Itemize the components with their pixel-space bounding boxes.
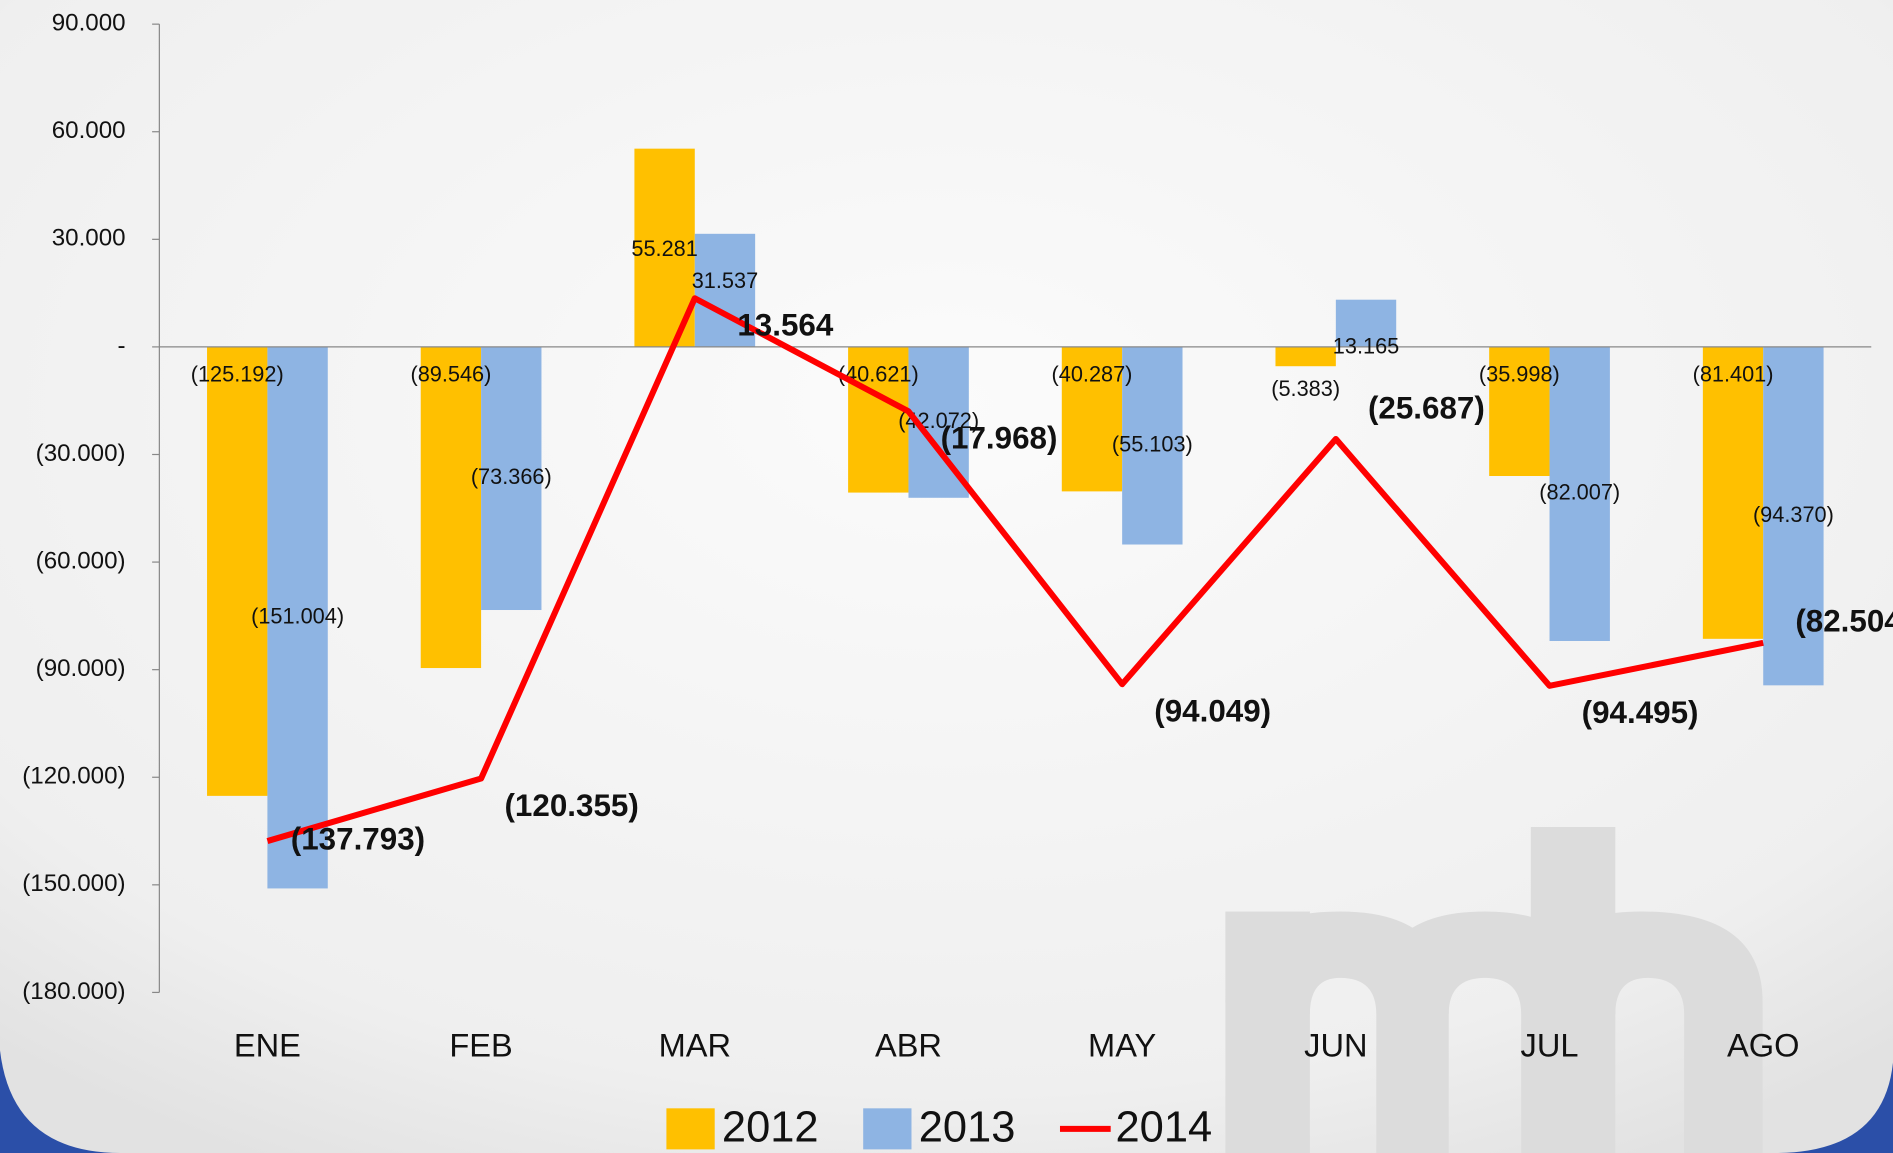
y-tick-label: (150.000) — [22, 870, 125, 897]
data-label: 55.281 — [631, 236, 697, 261]
bar — [1549, 346, 1610, 642]
data-label: (5.383) — [1271, 376, 1340, 401]
bar — [1335, 299, 1397, 347]
y-tick-label: 30.000 — [52, 225, 126, 252]
bar — [207, 346, 268, 796]
data-label: (55.103) — [1112, 431, 1193, 456]
line-label: (25.687) — [1368, 390, 1485, 425]
data-label: (89.546) — [410, 362, 491, 387]
data-label: 31.537 — [692, 268, 758, 293]
data-label: (151.004) — [251, 603, 344, 628]
data-label: (40.287) — [1052, 362, 1133, 387]
y-tick-label: 60.000 — [52, 117, 126, 144]
x-tick-label: AGO — [1727, 1027, 1799, 1064]
bar — [1702, 346, 1764, 639]
x-tick-label: FEB — [449, 1027, 512, 1064]
line-label: (82.504) — [1795, 604, 1893, 639]
bar — [1061, 346, 1123, 492]
y-tick-label: 90.000 — [52, 10, 126, 37]
y-tick-label: (30.000) — [36, 440, 126, 467]
data-label: (125.192) — [191, 362, 284, 387]
line-label: (137.793) — [291, 821, 425, 856]
legend-label: 2012 — [722, 1104, 819, 1152]
legend-label: 2013 — [919, 1104, 1016, 1152]
line-label: (94.495) — [1582, 695, 1699, 730]
y-tick-label: - — [118, 332, 126, 359]
line-label: (120.355) — [504, 788, 638, 823]
y-tick-label: (120.000) — [22, 763, 125, 790]
bar — [1763, 346, 1824, 686]
bar — [1275, 346, 1336, 367]
y-tick-label: (90.000) — [36, 655, 126, 682]
bar — [1122, 346, 1183, 545]
data-label: (35.998) — [1479, 362, 1560, 387]
line-label: 13.564 — [737, 308, 834, 343]
bar — [1489, 346, 1550, 477]
data-label: (82.007) — [1539, 480, 1620, 505]
data-label: (81.401) — [1693, 362, 1774, 387]
data-label: 13.165 — [1333, 334, 1399, 359]
x-tick-label: ABR — [875, 1027, 942, 1064]
line-series — [266, 295, 1764, 844]
line-label: (17.968) — [941, 421, 1058, 456]
x-tick-label: JUL — [1521, 1027, 1579, 1064]
data-label: (94.370) — [1753, 502, 1834, 527]
bar — [267, 346, 328, 889]
x-tick-label: JUN — [1304, 1027, 1367, 1064]
bar — [481, 346, 542, 611]
data-label: (73.366) — [471, 464, 552, 489]
watermark — [1225, 827, 1763, 1153]
legend-swatch — [863, 1108, 912, 1150]
x-tick-label: ENE — [234, 1027, 301, 1064]
x-tick-label: MAY — [1088, 1027, 1156, 1064]
line-label: (94.049) — [1154, 693, 1271, 728]
y-tick-label: (180.000) — [22, 978, 125, 1005]
bar — [848, 346, 909, 493]
legend-label: 2014 — [1116, 1104, 1213, 1152]
legend-swatch — [666, 1108, 715, 1150]
y-tick-label: (60.000) — [36, 547, 126, 574]
bar — [420, 346, 482, 669]
x-tick-label: MAR — [659, 1027, 731, 1064]
